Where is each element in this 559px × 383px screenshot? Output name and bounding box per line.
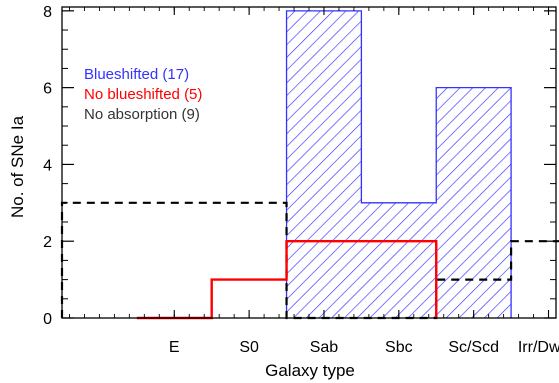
x-tick-label: Sab: [310, 339, 339, 356]
y-tick-label: 8: [43, 4, 52, 21]
blueshifted-bar-0: [286, 10, 362, 318]
x-tick-label: Irr/Dwarf: [518, 339, 559, 356]
tick-labels-layer: 0 2 4 6 8 E S0 Sab Sbc Sc/Scd Irr/Dwarf: [43, 4, 559, 356]
y-tick-label: 0: [43, 311, 52, 328]
x-tick-label: Sbc: [385, 339, 413, 356]
y-axis-label: No. of SNe Ia: [8, 115, 27, 218]
x-tick-label: S0: [239, 339, 259, 356]
y-tick-label: 4: [43, 157, 52, 174]
blueshifted-bar-2: [436, 87, 512, 318]
no-absorption-line: [60, 201, 559, 320]
series-layer: [60, 10, 559, 320]
legend-entry: Blueshifted (17): [84, 66, 189, 83]
legend-entry: No blueshifted (5): [84, 86, 202, 103]
legend-entry: No absorption (9): [84, 106, 200, 123]
blueshifted-bar-1: [361, 202, 437, 318]
blueshifted-outline: [285, 10, 512, 318]
ticks-layer: [62, 7, 556, 319]
y-tick-label: 2: [43, 234, 52, 251]
x-tick-label: Sc/Scd: [448, 339, 499, 356]
y-tick-label: 6: [43, 81, 52, 98]
no-blueshifted-line: [136, 240, 438, 320]
x-tick-label: E: [169, 339, 180, 356]
legend: Blueshifted (17) No blueshifted (5) No abs…: [84, 66, 202, 123]
x-axis-label: Galaxy type: [265, 361, 355, 380]
